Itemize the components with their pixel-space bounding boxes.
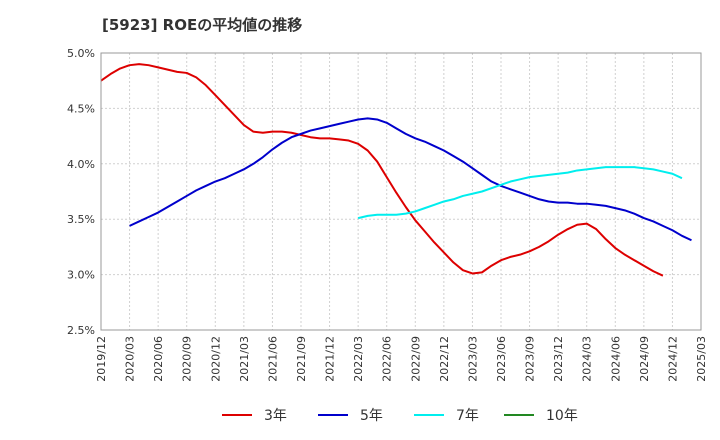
- x-tick-label: 2021/09: [295, 336, 308, 382]
- series-line-3年: [100, 63, 664, 277]
- x-tick-label: 2020/12: [209, 336, 222, 382]
- series-lines: [100, 63, 692, 277]
- x-tick-label: 2022/09: [409, 336, 422, 382]
- x-tick-label: 2022/06: [381, 336, 394, 382]
- y-tick-label: 5.0%: [67, 47, 95, 60]
- x-tick-label: 2021/06: [266, 336, 279, 382]
- x-tick-label: 2022/12: [438, 336, 451, 382]
- grid: [100, 52, 702, 331]
- x-axis-ticks: 2019/12 2020/03 2020/06 2020/09 2020/12 2021/…: [95, 336, 708, 382]
- legend-label: 5年: [360, 408, 383, 424]
- y-axis-ticks: 2.5% 3.0% 3.5% 4.0% 4.5% 5.0%: [67, 47, 95, 337]
- x-tick-label: 2023/12: [552, 336, 565, 382]
- x-tick-label: 2024/09: [638, 336, 651, 382]
- x-tick-label: 2019/12: [95, 336, 108, 382]
- y-tick-label: 3.5%: [67, 213, 95, 226]
- x-tick-label: 2021/03: [238, 336, 251, 382]
- chart-title: [5923] ROEの平均値の推移: [102, 16, 303, 34]
- legend: 3年 5年 7年 10年: [222, 408, 578, 424]
- x-tick-label: 2025/03: [695, 336, 708, 382]
- x-tick-label: 2020/06: [152, 336, 165, 382]
- x-tick-label: 2021/12: [324, 336, 337, 382]
- x-tick-label: 2020/03: [124, 336, 137, 382]
- x-tick-label: 2023/09: [524, 336, 537, 382]
- legend-label: 3年: [264, 408, 287, 424]
- y-tick-label: 4.0%: [67, 158, 95, 171]
- series-line-7年: [357, 166, 683, 220]
- legend-label: 7年: [456, 408, 479, 424]
- x-tick-label: 2024/06: [609, 336, 622, 382]
- y-tick-label: 3.0%: [67, 269, 95, 282]
- y-tick-label: 4.5%: [67, 102, 95, 115]
- x-tick-label: 2023/03: [466, 336, 479, 382]
- plot-frame: [100, 52, 702, 331]
- series-line-5年: [129, 117, 692, 242]
- x-tick-label: 2020/09: [181, 336, 194, 382]
- x-tick-label: 2024/12: [666, 336, 679, 382]
- y-tick-label: 2.5%: [67, 324, 95, 337]
- x-tick-label: 2024/03: [581, 336, 594, 382]
- x-tick-label: 2023/06: [495, 336, 508, 382]
- x-tick-label: 2022/03: [352, 336, 365, 382]
- legend-label: 10年: [546, 408, 578, 424]
